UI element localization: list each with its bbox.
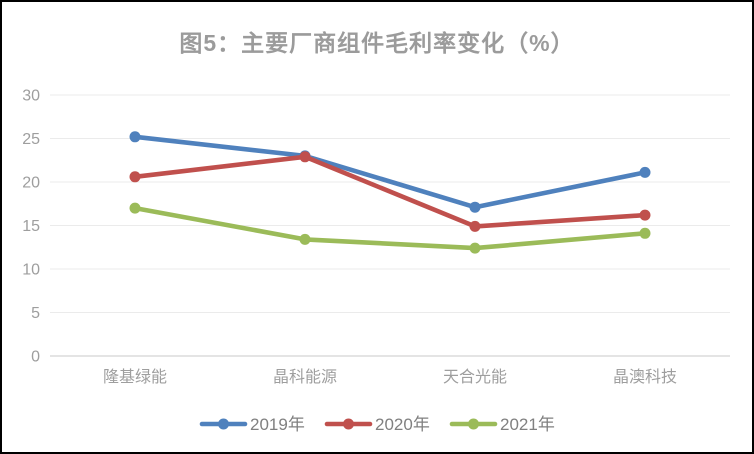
y-axis-label: 15: [22, 218, 40, 235]
series-line-2019年: [132, 134, 648, 210]
legend-item-label: 2019年: [250, 415, 305, 434]
data-point-2021年-天合光能: [469, 242, 481, 254]
data-point-2020年-隆基绿能: [129, 171, 141, 183]
legend-item: 2021年: [449, 415, 555, 434]
data-point-2020年-晶澳科技: [639, 209, 651, 221]
data-point-2021年-晶科能源: [299, 233, 311, 245]
legend-marker-dot: [468, 418, 479, 430]
data-point-2019年-晶澳科技: [639, 166, 651, 178]
x-axis-label: 晶科能源: [273, 368, 337, 386]
legend-item: 2019年: [199, 415, 305, 434]
y-axis-label: 20: [22, 175, 40, 192]
data-point-2021年-隆基绿能: [129, 202, 141, 214]
legend-marker-dot: [343, 418, 354, 430]
series-line-2020年: [132, 154, 648, 229]
chart-title: 图5：主要厂商组件毛利率变化（%）: [179, 30, 575, 56]
data-point-2020年-晶科能源: [299, 151, 311, 163]
data-point-2021年-晶澳科技: [639, 227, 651, 239]
x-axis-label: 天合光能: [443, 368, 507, 386]
legend-item-label: 2021年: [500, 415, 555, 434]
data-point-2019年-隆基绿能: [129, 131, 141, 143]
data-point-2020年-天合光能: [469, 220, 481, 232]
y-axis-label: 30: [22, 88, 40, 105]
legend-item-label: 2020年: [375, 415, 430, 434]
data-point-2019年-天合光能: [469, 201, 481, 213]
legend-item: 2020年: [324, 415, 430, 434]
y-axis-label: 5: [31, 305, 40, 322]
series-line-2021年: [132, 205, 648, 251]
x-axis-label: 隆基绿能: [103, 368, 167, 386]
y-axis-label: 0: [31, 349, 40, 366]
legend-marker-dot: [218, 418, 229, 430]
y-axis-label: 10: [22, 262, 40, 279]
x-axis-label: 晶澳科技: [613, 368, 677, 386]
y-axis-label: 25: [22, 131, 40, 148]
